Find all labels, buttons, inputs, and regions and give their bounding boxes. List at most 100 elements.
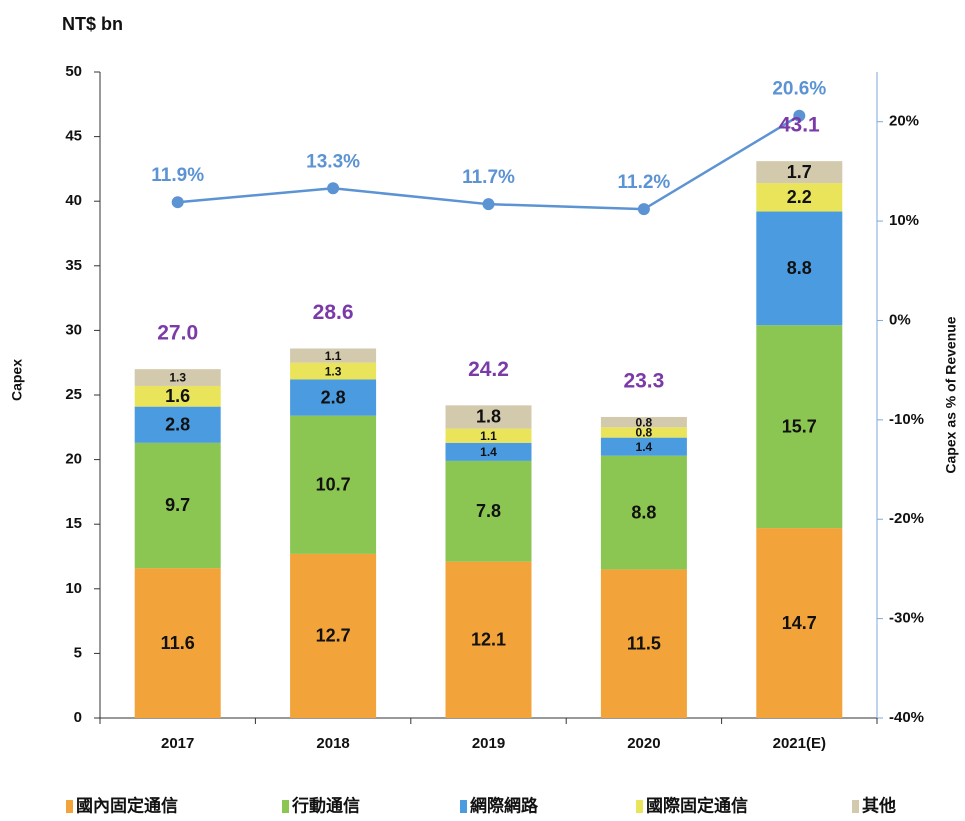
bar-segment <box>290 379 377 416</box>
segment-label: 1.8 <box>476 407 501 427</box>
x-tick-label: 2020 <box>627 735 660 752</box>
y-tick-label: 50 <box>65 63 82 80</box>
line-point <box>482 198 495 211</box>
segment-label: 2.8 <box>321 387 346 407</box>
segment-label: 12.1 <box>471 630 506 650</box>
bar-segment <box>600 569 687 718</box>
y2-tick-label: 0% <box>889 311 911 328</box>
y2-tick-label: -20% <box>889 510 924 527</box>
y-axis-label: Capex <box>9 359 25 401</box>
bar-segment <box>445 405 532 429</box>
x-tick-label: 2017 <box>161 735 194 752</box>
segment-label: 1.4 <box>480 445 497 459</box>
x-tick-label: 2019 <box>472 735 505 752</box>
segment-label: 9.7 <box>165 495 190 515</box>
segment-label: 0.8 <box>636 426 653 440</box>
total-label: 23.3 <box>623 370 664 393</box>
bar-segment <box>756 161 843 184</box>
y-tick-label: 45 <box>65 128 82 145</box>
bar-segment <box>134 369 221 386</box>
total-label: 28.6 <box>313 301 354 324</box>
total-label: 24.2 <box>468 358 509 381</box>
line-point <box>637 203 650 216</box>
y2-tick-label: 20% <box>889 113 919 130</box>
bar-segment <box>290 553 377 718</box>
segment-label: 1.1 <box>480 429 497 443</box>
line-point <box>327 182 340 195</box>
line-point <box>171 196 184 209</box>
legend-marker <box>636 800 643 813</box>
segment-label: 11.5 <box>627 633 661 653</box>
bar-segment <box>600 427 687 438</box>
segment-label: 7.8 <box>476 501 501 521</box>
segment-label: 1.3 <box>169 371 186 385</box>
line-label: 11.9% <box>151 165 204 186</box>
segment-label: 2.2 <box>787 187 812 207</box>
segment-label: 0.8 <box>636 415 653 429</box>
legend-marker <box>282 800 289 813</box>
segment-label: 2.8 <box>165 414 190 434</box>
y-tick-label: 0 <box>74 709 82 726</box>
y2-tick-label: 10% <box>889 212 919 229</box>
y-tick-label: 5 <box>74 644 82 661</box>
line-label: 20.6% <box>772 79 826 100</box>
y2-tick-label: -40% <box>889 709 924 726</box>
x-tick-label: 2018 <box>316 735 349 752</box>
line-point <box>793 109 806 122</box>
segment-label: 10.7 <box>316 475 351 495</box>
line-label: 11.2% <box>617 172 670 193</box>
segment-label: 11.6 <box>161 633 195 653</box>
bar-segment <box>445 460 532 562</box>
segment-label: 14.7 <box>782 613 817 633</box>
legend-label: 其他 <box>862 795 896 815</box>
bar-segment <box>756 183 843 212</box>
bar-segment <box>756 528 843 718</box>
segment-label: 1.1 <box>325 349 342 363</box>
line-label: 13.3% <box>306 151 360 172</box>
segment-label: 12.7 <box>316 626 351 646</box>
y-tick-label: 15 <box>65 515 82 532</box>
line <box>177 114 800 211</box>
bar-segment <box>445 428 532 443</box>
bar-segment <box>134 385 221 407</box>
bar-segment <box>756 325 843 529</box>
segment-label: 8.8 <box>631 502 656 522</box>
segment-label: 1.4 <box>636 440 653 454</box>
y2-axis-label: Capex as % of Revenue <box>943 316 959 473</box>
legend-marker <box>852 800 859 813</box>
x-tick-label: 2021(E) <box>773 735 826 752</box>
legend-label: 國際固定通信 <box>646 795 748 815</box>
bar-segment <box>600 437 687 456</box>
segment-label: 1.6 <box>165 386 190 406</box>
bar-segment <box>290 415 377 554</box>
bar-segment <box>134 442 221 569</box>
y-tick-label: 10 <box>65 580 82 597</box>
segment-label: 1.7 <box>787 162 812 182</box>
legend-label: 國內固定通信 <box>76 795 178 815</box>
y-tick-label: 30 <box>65 321 82 338</box>
segment-label: 15.7 <box>782 416 817 436</box>
bar-segment <box>134 406 221 443</box>
legend-label: 行動通信 <box>291 795 360 815</box>
bar-segment <box>445 561 532 718</box>
chart-title: NT$ bn <box>62 14 123 34</box>
y-tick-label: 20 <box>65 451 82 468</box>
y2-tick-label: -30% <box>889 610 924 627</box>
bar-segment <box>134 568 221 718</box>
bar-segment <box>600 416 687 428</box>
bar-segment <box>600 455 687 570</box>
bar-segment <box>290 362 377 380</box>
line-label: 11.7% <box>462 167 515 188</box>
segment-label: 8.8 <box>787 258 812 278</box>
total-label: 43.1 <box>779 114 820 137</box>
legend-marker <box>460 800 467 813</box>
legend-label: 網際網路 <box>470 795 539 815</box>
bar-segment <box>290 348 377 363</box>
bar-segment <box>756 211 843 326</box>
y-tick-label: 40 <box>65 192 82 209</box>
bar-segment <box>445 442 532 461</box>
legend-marker <box>66 800 73 813</box>
total-label: 27.0 <box>157 322 198 345</box>
y-tick-label: 25 <box>65 386 82 403</box>
